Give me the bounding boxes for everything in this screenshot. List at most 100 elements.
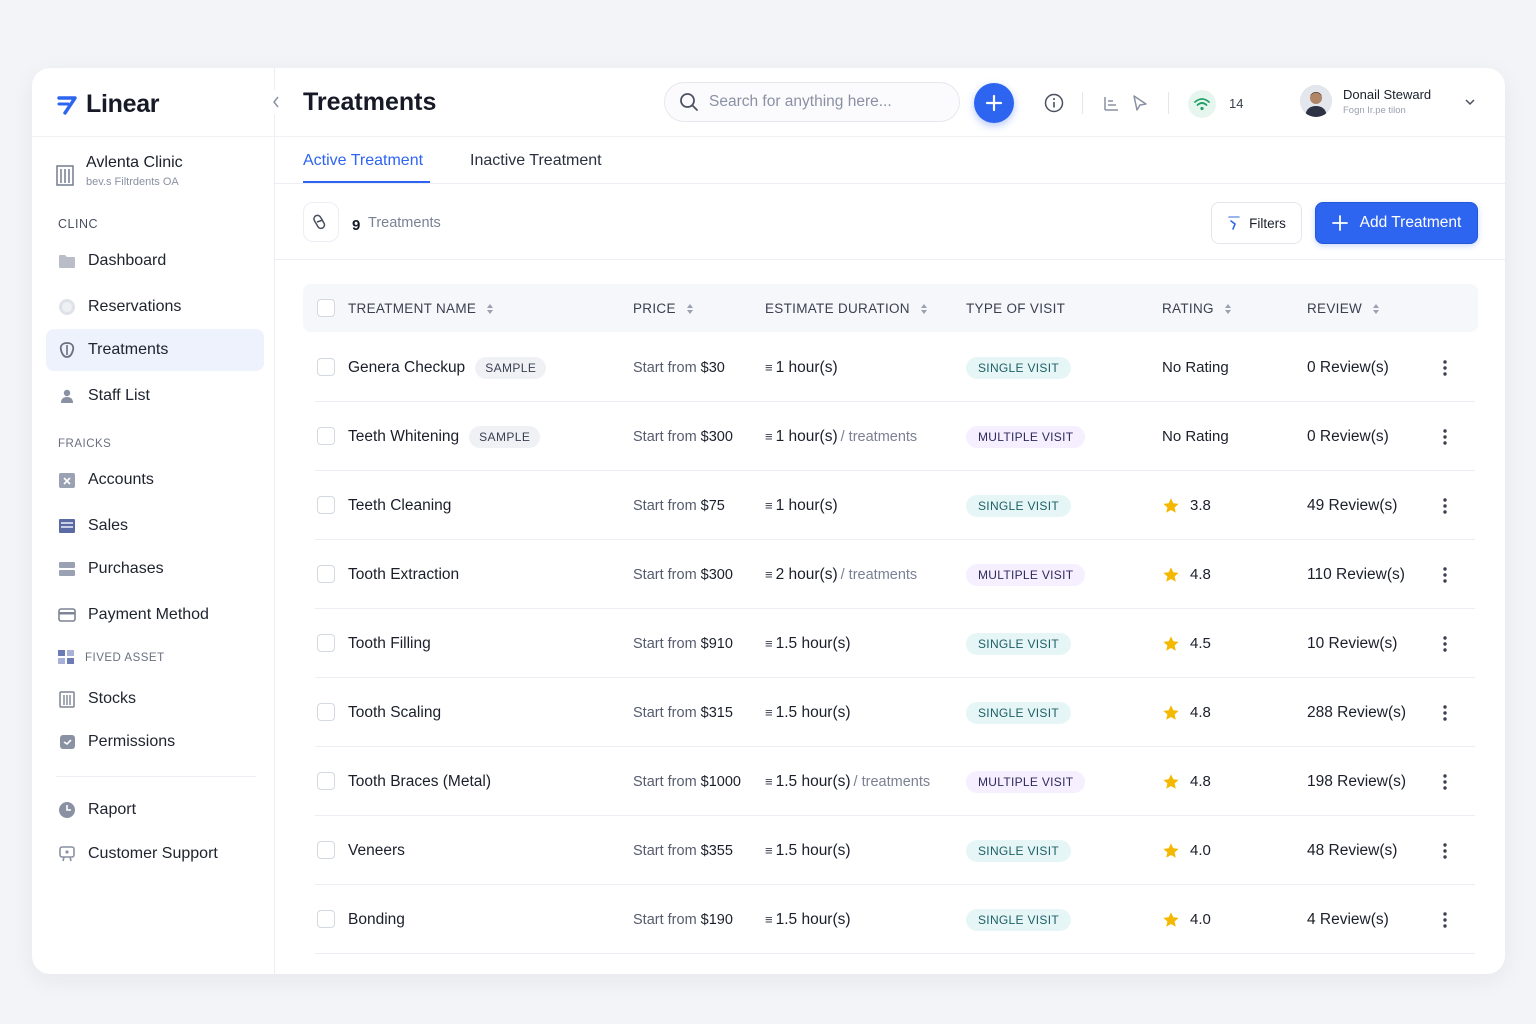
more-options-button[interactable] [1435,910,1455,930]
sidebar-item-customer-support[interactable]: Customer Support [46,833,264,875]
price-value: $1000 [700,773,741,790]
review-count[interactable]: 288 Review(s) [1307,703,1407,721]
treatment-name: Genera Checkup [348,358,466,376]
collapse-sidebar-button[interactable] [265,90,287,114]
review-count[interactable]: 48 Review(s) [1307,841,1398,859]
header-separator [1168,92,1169,114]
more-options-button[interactable] [1435,703,1455,723]
row-checkbox[interactable] [317,496,335,514]
review-count[interactable]: 110 Review(s) [1307,565,1405,583]
sidebar-item-purchases[interactable]: Purchases [46,548,264,590]
sidebar-item-sales[interactable]: Sales [46,505,264,547]
row-divider [315,539,1475,540]
visit-type-cell: MULTIPLE VISIT [966,402,1086,471]
table-row[interactable]: Tooth Braces (Metal) Start from $1000 ≡ … [303,747,1478,816]
table-row[interactable]: Veneers Start from $355 ≡ 1.5 hour(s) SI… [303,816,1478,885]
more-vertical-icon [1443,566,1447,583]
select-all-checkbox[interactable] [317,299,335,317]
row-checkbox[interactable] [317,910,335,928]
row-checkbox[interactable] [317,634,335,652]
more-options-button[interactable] [1435,427,1455,447]
table-row[interactable]: Tooth Filling Start from $910 ≡ 1.5 hour… [303,609,1478,678]
row-divider [315,608,1475,609]
row-checkbox[interactable] [317,841,335,859]
sidebar-item-stocks[interactable]: Stocks [46,678,264,720]
table-row[interactable]: Tooth Scaling Start from $315 ≡ 1.5 hour… [303,678,1478,747]
navigate-button[interactable] [1129,92,1151,114]
sidebar-item-treatments[interactable]: Treatments [46,329,264,371]
visit-type-badge: MULTIPLE VISIT [966,425,1086,448]
visit-type-badge: SINGLE VISIT [966,908,1071,931]
column-header-treatment-name[interactable]: TREATMENT NAME [348,301,494,316]
chart-button[interactable] [1100,92,1122,114]
row-checkbox[interactable] [317,565,335,583]
column-header-review[interactable]: REVIEW [1307,301,1380,316]
row-checkbox[interactable] [317,772,335,790]
more-options-button[interactable] [1435,565,1455,585]
column-header-type-of-visit[interactable]: TYPE OF VISIT [966,301,1065,316]
table-row[interactable]: Genera Checkup SAMPLE Start from $30 ≡ 1… [303,333,1478,402]
row-checkbox[interactable] [317,703,335,721]
review-cell: 4 Review(s) [1307,885,1389,954]
column-header-rating[interactable]: RATING [1162,301,1232,316]
sidebar-item-report[interactable]: Raport [46,789,264,831]
duration-value: 1 hour(s) [775,358,838,376]
row-checkbox[interactable] [317,358,335,376]
review-count[interactable]: 198 Review(s) [1307,772,1407,790]
add-treatment-button[interactable]: Add Treatment [1315,202,1478,244]
treatment-count-label: Treatments [368,215,441,231]
header-divider [275,136,1505,137]
search-input[interactable] [709,93,939,111]
treatment-name-cell: Bonding [348,885,405,954]
duration-suffix: / treatments [840,428,918,445]
chevron-down-icon[interactable] [1462,94,1478,110]
purchases-icon [58,560,76,578]
review-count[interactable]: 4 Review(s) [1307,910,1389,928]
app-logo[interactable]: Linear [56,90,160,119]
price-value: $300 [700,428,733,445]
star-icon [1163,497,1179,513]
sidebar-item-accounts[interactable]: Accounts [46,459,264,501]
review-count[interactable]: 49 Review(s) [1307,496,1398,514]
table-row[interactable]: Teeth Cleaning Start from $75 ≡ 1 hour(s… [303,471,1478,540]
treatment-name-cell: Veneers [348,816,405,885]
price-value: $315 [700,704,733,721]
price-prefix: Start from [633,842,697,859]
sidebar-item-dashboard[interactable]: Dashboard [46,240,264,282]
duration-icon: ≡ [765,912,773,927]
clinic-switcher[interactable]: Avlenta Clinic bev.s Filtrdents OA [56,154,183,188]
quick-add-button[interactable] [974,83,1014,123]
sidebar-item-reservations[interactable]: Reservations [46,286,264,328]
review-count[interactable]: 0 Review(s) [1307,427,1389,445]
info-button[interactable] [1043,92,1065,114]
sidebar-item-payment-method[interactable]: Payment Method [46,594,264,636]
table-row[interactable]: Teeth Whitening SAMPLE Start from $300 ≡… [303,402,1478,471]
table-row[interactable]: Tooth Extraction Start from $300 ≡ 2 hou… [303,540,1478,609]
more-options-button[interactable] [1435,634,1455,654]
sidebar-item-staff-list[interactable]: Staff List [46,375,264,417]
filters-button[interactable]: Filters [1211,202,1302,244]
row-checkbox[interactable] [317,427,335,445]
column-header-estimate-duration[interactable]: ESTIMATE DURATION [765,301,928,316]
review-count[interactable]: 0 Review(s) [1307,358,1389,376]
more-options-button[interactable] [1435,841,1455,861]
treatment-name: Bonding [348,910,405,928]
review-count[interactable]: 10 Review(s) [1307,634,1398,652]
app-window: Linear Avlenta Clinic bev.s Filtrdents O… [32,68,1505,974]
row-actions-cell [1435,678,1455,747]
column-label: REVIEW [1307,301,1363,316]
connection-status-button[interactable] [1188,90,1216,118]
more-options-button[interactable] [1435,496,1455,516]
more-options-button[interactable] [1435,772,1455,792]
table-row[interactable]: Bonding Start from $190 ≡ 1.5 hour(s) SI… [303,885,1478,954]
app-name: Linear [86,90,160,118]
row-divider [315,470,1475,471]
column-header-price[interactable]: PRICE [633,301,694,316]
sidebar-item-label: Staff List [88,387,150,404]
more-options-button[interactable] [1435,358,1455,378]
search-bar[interactable] [664,82,960,122]
tab-active-treatment[interactable]: Active Treatment [303,152,424,169]
sidebar-item-permissions[interactable]: Permissions [46,721,264,763]
avatar[interactable] [1300,85,1332,117]
tab-inactive-treatment[interactable]: Inactive Treatment [470,152,602,169]
